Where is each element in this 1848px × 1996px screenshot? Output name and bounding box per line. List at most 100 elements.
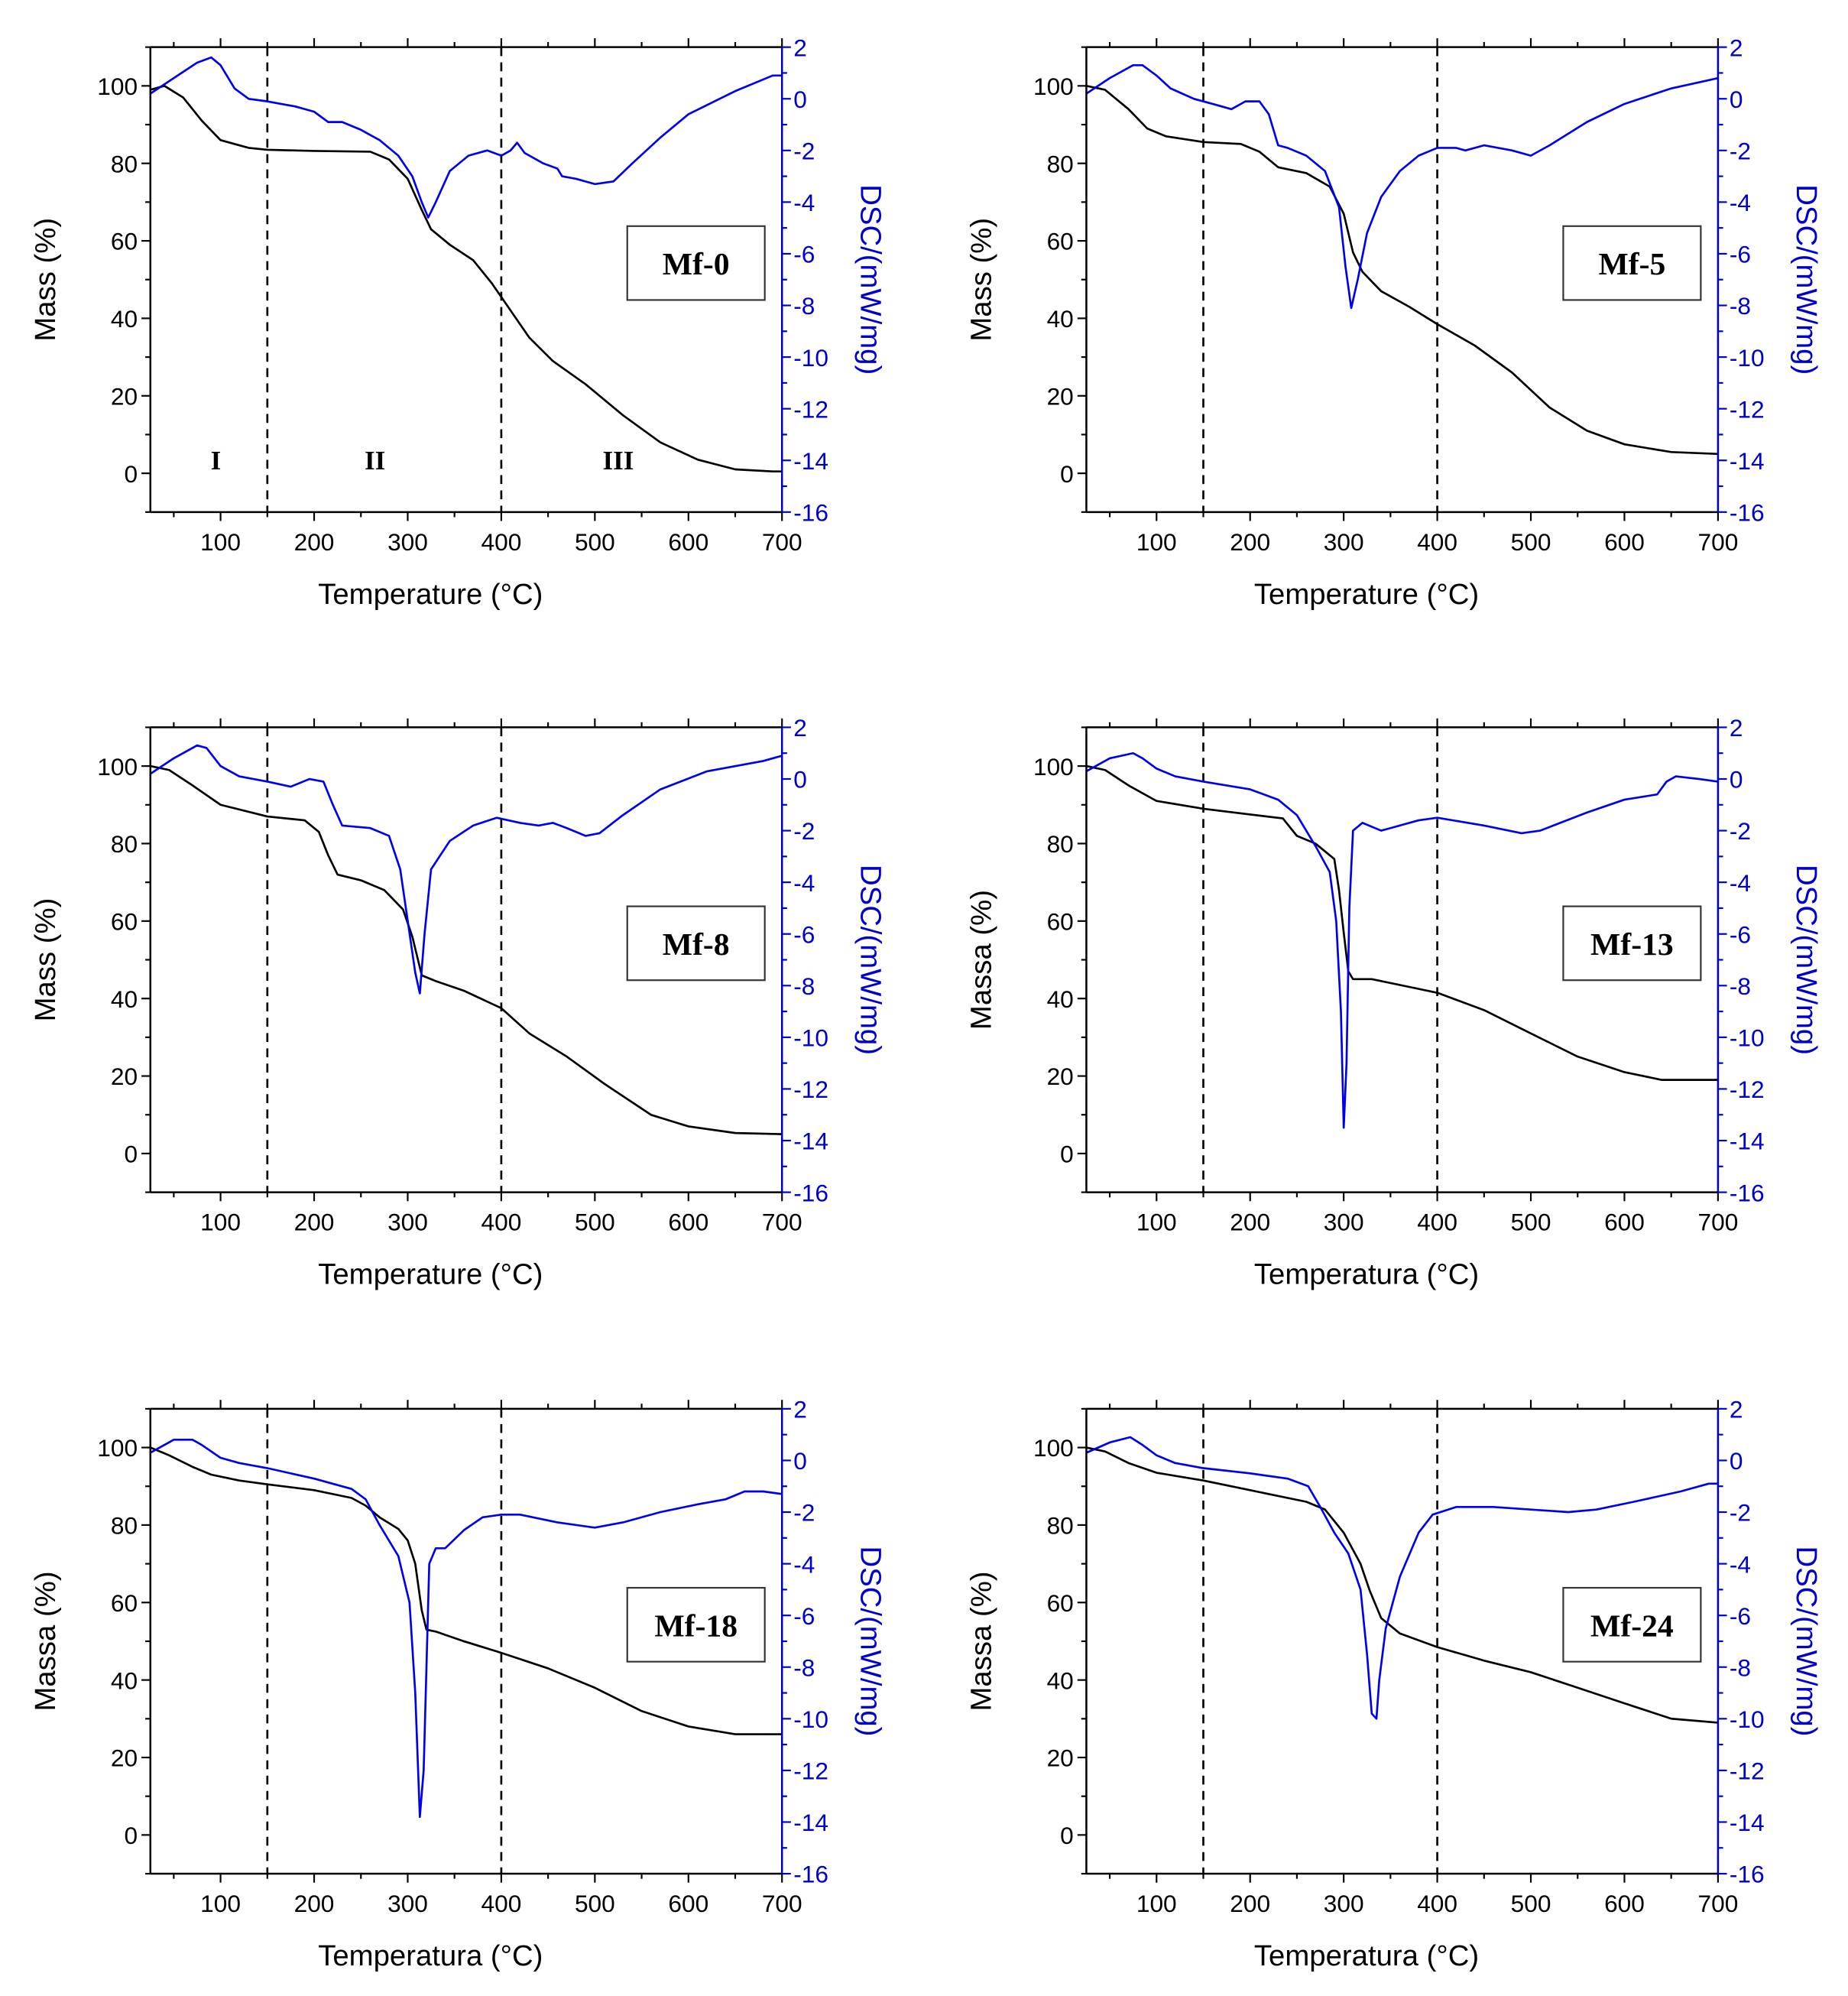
y-tick-label: 100	[1033, 753, 1074, 781]
y2-tick-label: -2	[1730, 817, 1751, 845]
y2-tick-label: 2	[1730, 714, 1743, 742]
y-tick-label: 100	[97, 753, 138, 781]
y2-tick-label: -6	[1730, 1602, 1751, 1630]
x-tick-label: 200	[294, 1209, 335, 1236]
y2-tick-label: 0	[1730, 1447, 1743, 1475]
region-label: III	[603, 446, 634, 475]
dsc-curve	[150, 1439, 783, 1819]
y2-tick-label: -6	[793, 1602, 815, 1630]
y2-tick-label: -6	[793, 920, 815, 948]
y-tick-label: 60	[111, 228, 138, 255]
y-tick-label: 20	[111, 382, 138, 410]
y2-axis-title: DSC/(mW/mg)	[1790, 184, 1823, 375]
y2-tick-label: -10	[793, 1024, 828, 1052]
y2-tick-label: 0	[1730, 86, 1743, 113]
x-tick-label: 100	[200, 528, 241, 556]
y2-tick-label: -10	[1730, 1024, 1765, 1052]
panel-mf-13: 100 200 300 400 500 600 700020406080100-16-14-…	[965, 714, 1823, 1290]
y-tick-label: 80	[1047, 1512, 1074, 1540]
region-label: II	[365, 446, 385, 475]
y2-tick-label: -16	[1730, 498, 1765, 526]
y2-axis-title: DSC/(mW/mg)	[854, 184, 887, 375]
x-tick-label: 300	[1324, 1890, 1364, 1917]
y-tick-label: 80	[1047, 830, 1074, 858]
y-tick-label: 80	[1047, 150, 1074, 177]
panel-mf-24: 100 200 300 400 500 600 700020406080100-16-14-…	[965, 1396, 1823, 1972]
y2-tick-label: 0	[793, 86, 807, 113]
y2-tick-label: 2	[793, 1396, 807, 1423]
x-tick-label: 700	[762, 1890, 802, 1917]
y2-tick-label: -14	[793, 447, 828, 475]
y-axis-title: Massa (%)	[965, 1571, 997, 1711]
x-tick-label: 500	[1511, 528, 1551, 556]
y-tick-label: 40	[111, 1667, 138, 1694]
sample-label-box	[1562, 1586, 1702, 1663]
y-tick-label: 60	[1047, 228, 1074, 255]
y-axis-title: Massa (%)	[965, 890, 997, 1030]
y-tick-label: 0	[1060, 460, 1074, 488]
x-axis-title: Temperature (°C)	[1254, 578, 1479, 611]
y2-tick-label: -8	[1730, 292, 1751, 320]
y2-tick-label: -16	[793, 1861, 828, 1888]
y2-tick-label: 0	[793, 766, 807, 794]
x-tick-label: 700	[762, 1209, 802, 1236]
panel-mf-5: 100 200 300 400 500 600 700020406080100-16-14-…	[965, 34, 1823, 610]
y-tick-label: 20	[111, 1744, 138, 1772]
x-tick-label: 300	[387, 528, 428, 556]
x-tick-label: 400	[481, 1890, 522, 1917]
x-tick-label: 200	[294, 528, 335, 556]
x-tick-label: 300	[387, 1209, 428, 1236]
x-tick-label: 700	[1698, 1209, 1739, 1236]
sample-label: Mf-0	[663, 247, 730, 282]
x-tick-label: 100	[1136, 528, 1177, 556]
sample-label: Mf-18	[654, 1608, 738, 1644]
x-tick-label: 300	[1324, 1209, 1364, 1236]
x-tick-label: 400	[481, 1209, 522, 1236]
y2-axis-title: DSC/(mW/mg)	[1790, 1546, 1823, 1736]
x-tick-label: 200	[1230, 1209, 1270, 1236]
y-tick-label: 20	[111, 1063, 138, 1090]
y2-tick-label: -8	[793, 972, 815, 1000]
y2-tick-label: -4	[793, 1550, 815, 1578]
y-tick-label: 80	[111, 830, 138, 858]
y2-tick-label: -4	[1730, 869, 1751, 897]
sample-label-box	[1562, 905, 1702, 982]
y2-tick-label: -10	[793, 344, 828, 372]
panel-mf-18: 100 200 300 400 500 600 700020406080100-16-14-…	[29, 1396, 887, 1972]
x-tick-label: 200	[294, 1890, 335, 1917]
y-tick-label: 40	[111, 305, 138, 333]
sample-label: Mf-24	[1590, 1608, 1674, 1644]
sample-label: Mf-8	[663, 927, 730, 962]
y-tick-label: 100	[97, 73, 138, 100]
y2-tick-label: -12	[1730, 395, 1765, 423]
x-tick-label: 200	[1230, 528, 1270, 556]
panel-mf-8: 100 200 300 400 500 600 700020406080100-16-14-…	[29, 714, 887, 1290]
y2-tick-label: 2	[793, 714, 807, 742]
y2-tick-label: -12	[1730, 1076, 1765, 1103]
y-tick-label: 0	[124, 460, 138, 488]
sample-label-box	[626, 1586, 766, 1663]
y2-tick-label: -6	[1730, 241, 1751, 268]
y2-tick-label: 2	[1730, 34, 1743, 61]
x-tick-label: 100	[1136, 1209, 1177, 1236]
panel-mf-0: 100 200 300 400 500 600 700020406080100-16-14-…	[29, 34, 887, 610]
y2-tick-label: -2	[793, 817, 815, 845]
sample-label: Mf-13	[1590, 927, 1674, 962]
x-axis-title: Temperatura (°C)	[318, 1939, 543, 1972]
x-tick-label: 100	[200, 1209, 241, 1236]
sample-label: Mf-5	[1598, 247, 1665, 282]
dsc-curve	[150, 744, 783, 995]
x-tick-label: 600	[668, 528, 708, 556]
mass-curve	[150, 84, 783, 473]
sample-label-box	[626, 905, 766, 982]
x-tick-label: 400	[1417, 1209, 1457, 1236]
y-tick-label: 40	[1047, 985, 1074, 1013]
y-tick-label: 20	[1047, 382, 1074, 410]
y2-tick-label: 2	[793, 34, 807, 61]
y2-tick-label: -8	[1730, 1654, 1751, 1681]
y-tick-label: 40	[1047, 1667, 1074, 1694]
y-axis-title: Mass (%)	[29, 218, 62, 342]
y2-tick-label: -2	[1730, 1499, 1751, 1527]
x-tick-label: 400	[481, 528, 522, 556]
